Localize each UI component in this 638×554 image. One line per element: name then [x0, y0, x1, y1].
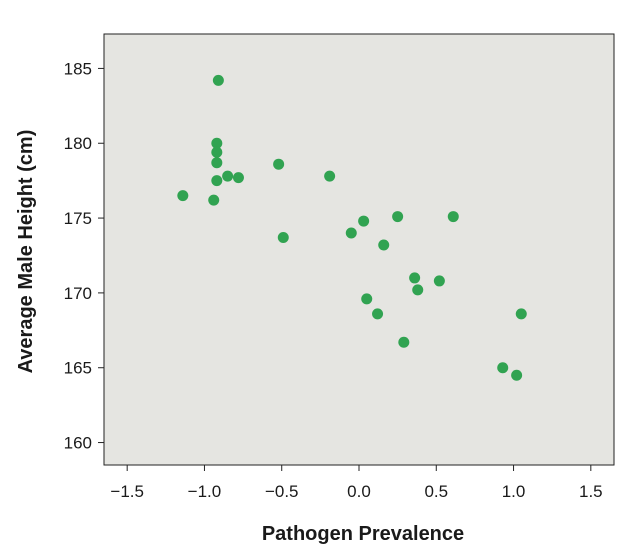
data-point [515, 308, 527, 320]
data-point [378, 239, 390, 251]
data-point [392, 211, 404, 223]
data-point [372, 308, 384, 320]
data-point [212, 74, 224, 86]
data-point [222, 170, 234, 182]
data-point [211, 175, 223, 187]
y-axis-title: Average Male Height (cm) [15, 130, 37, 374]
y-tick-label: 170 [64, 284, 92, 303]
x-tick-label: 1.5 [579, 482, 603, 501]
data-point [433, 275, 445, 287]
data-point [211, 157, 223, 169]
x-axis-title: Pathogen Prevalence [262, 523, 464, 545]
y-tick-label: 160 [64, 434, 92, 453]
plot-area [103, 33, 615, 466]
x-tick-label: 0.5 [424, 482, 448, 501]
data-point [398, 336, 410, 348]
data-point [273, 158, 285, 170]
data-point [447, 211, 459, 223]
data-point [324, 170, 336, 182]
data-point [208, 194, 220, 206]
y-tick-label: 175 [64, 209, 92, 228]
data-point [358, 215, 370, 227]
data-point [409, 272, 421, 284]
data-point [277, 232, 289, 244]
y-tick-label: 165 [64, 359, 92, 378]
axes: −1.5 −1.0 −0.5 0.0 0.5 1.0 1.5 160 165 170 175 180 1… [64, 59, 603, 501]
data-point [361, 293, 373, 305]
data-point [211, 137, 223, 149]
data-point [511, 369, 523, 381]
data-point [232, 172, 244, 184]
data-point [211, 146, 223, 158]
x-tick-label: −1.0 [188, 482, 222, 501]
data-point [177, 190, 189, 202]
data-point [412, 284, 424, 296]
data-point [345, 227, 357, 239]
data-points [177, 74, 527, 381]
y-tick-label: 180 [64, 134, 92, 153]
data-point [497, 362, 509, 374]
x-tick-label: −1.5 [110, 482, 144, 501]
x-tick-label: 1.0 [502, 482, 526, 501]
y-tick-label: 185 [64, 59, 92, 78]
x-tick-label: 0.0 [347, 482, 371, 501]
x-tick-label: −0.5 [265, 482, 299, 501]
